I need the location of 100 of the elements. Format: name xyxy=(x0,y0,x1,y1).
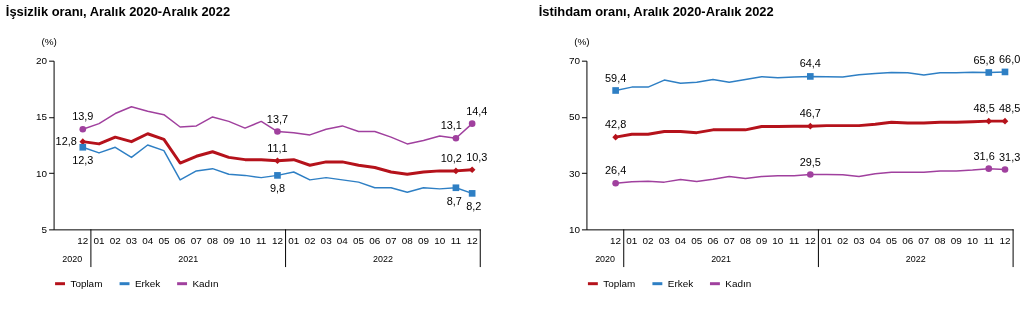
legend-label: Erkek xyxy=(667,277,694,289)
data-label: 12,8 xyxy=(55,134,77,147)
y-tick-label: 50 xyxy=(568,111,581,123)
x-tick-label: 07 xyxy=(723,235,736,247)
x-tick-label: 12 xyxy=(999,235,1011,247)
x-tick-label: 12 xyxy=(466,235,479,247)
x-tick-label: 12 xyxy=(804,235,817,247)
x-tick-label: 09 xyxy=(950,235,963,247)
x-tick-label: 10 xyxy=(434,235,446,247)
x-tick-label: 10 xyxy=(239,235,252,247)
point xyxy=(1001,117,1009,125)
data-label: 29,5 xyxy=(799,155,821,168)
x-tick-label: 11 xyxy=(788,235,800,247)
text: 2020 xyxy=(595,254,616,265)
x-tick-label: 01 xyxy=(626,235,638,247)
data-label: 59,4 xyxy=(605,71,627,84)
data-label: 48,5 xyxy=(999,102,1021,115)
x-tick-label: 07 xyxy=(190,235,203,247)
legend-label: Erkek xyxy=(134,277,161,289)
chart-title: İstihdam oranı, Aralık 2020-Aralık 2022 xyxy=(538,4,774,20)
data-label: 65,8 xyxy=(973,53,995,66)
point xyxy=(468,190,476,197)
y-tick-label: 20 xyxy=(36,55,48,67)
text: 2021 xyxy=(711,254,732,265)
x-tick-label: 09 xyxy=(756,235,768,247)
x-tick-label: 04 xyxy=(142,235,154,247)
x-tick-label: 03 xyxy=(658,235,671,247)
x-tick-label: 02 xyxy=(837,235,849,247)
point xyxy=(468,120,476,127)
y-tick-label: 10 xyxy=(36,167,48,179)
legend-label: Toplam xyxy=(603,277,636,289)
data-label: 31,6 xyxy=(973,149,995,162)
point xyxy=(274,128,281,135)
data-label: 13,1 xyxy=(440,119,462,132)
x-tick-label: 06 xyxy=(707,235,719,247)
x-tick-label: 02 xyxy=(642,235,655,247)
x-tick-label: 05 xyxy=(691,235,703,247)
point xyxy=(79,125,87,133)
text: 2021 xyxy=(178,254,199,265)
data-label: 13,9 xyxy=(72,110,94,123)
text: 2022 xyxy=(372,254,393,265)
x-tick-label: 10 xyxy=(967,235,979,247)
point xyxy=(985,117,993,125)
x-tick-label: 11 xyxy=(983,235,995,247)
x-tick-label: 09 xyxy=(223,235,235,247)
x-tick-label: 10 xyxy=(772,235,784,247)
data-label: 66,0 xyxy=(999,53,1021,65)
point xyxy=(1001,166,1009,173)
x-tick-label: 03 xyxy=(320,235,333,247)
point xyxy=(806,171,814,178)
x-tick-label: 08 xyxy=(934,235,947,247)
point xyxy=(452,134,460,142)
point xyxy=(79,143,87,151)
x-tick-label: 08 xyxy=(739,235,752,247)
point xyxy=(274,172,281,179)
text: 2020 xyxy=(62,254,83,265)
x-tick-label: 12 xyxy=(271,235,284,247)
point xyxy=(985,165,993,172)
x-tick-label: 03 xyxy=(125,235,138,247)
legend-label: Kadın xyxy=(725,277,752,289)
x-tick-label: 08 xyxy=(207,235,219,247)
point xyxy=(806,73,814,80)
x-tick-label: 03 xyxy=(853,235,865,247)
x-tick-label: 05 xyxy=(158,235,170,247)
x-tick-label: 04 xyxy=(675,235,687,247)
x-tick-label: 09 xyxy=(417,235,430,247)
data-label: 8,2 xyxy=(466,200,482,213)
x-tick-label: 12 xyxy=(610,235,622,247)
chart-title: İşsizlik oranı, Aralık 2020-Aralık 2022 xyxy=(5,4,231,20)
data-label: 48,5 xyxy=(973,102,995,115)
x-tick-label: 06 xyxy=(174,235,187,247)
data-label: 42,8 xyxy=(605,118,627,131)
data-label: 12,3 xyxy=(72,154,94,167)
x-tick-label: 07 xyxy=(918,235,930,247)
point xyxy=(612,179,619,187)
y-tick-label: 70 xyxy=(568,55,581,67)
x-tick-label: 07 xyxy=(385,235,398,247)
x-tick-label: 01 xyxy=(288,235,300,247)
x-tick-label: 11 xyxy=(450,235,462,247)
point xyxy=(612,87,619,94)
data-label: 46,7 xyxy=(799,107,821,120)
data-label: 10,2 xyxy=(440,151,462,164)
data-label: 14,4 xyxy=(466,104,488,117)
point xyxy=(468,166,476,174)
point xyxy=(985,69,993,76)
x-tick-label: 12 xyxy=(77,235,89,247)
x-tick-label: 02 xyxy=(109,235,122,247)
x-tick-label: 01 xyxy=(93,235,105,247)
x-tick-label: 04 xyxy=(336,235,349,247)
point xyxy=(274,157,281,165)
y-tick-label: 10 xyxy=(568,223,581,235)
point xyxy=(452,184,460,192)
data-label: 10,3 xyxy=(466,150,488,163)
data-label: 8,7 xyxy=(446,194,462,207)
y-axis-title: (%) xyxy=(574,36,590,48)
x-tick-label: 08 xyxy=(401,235,414,247)
data-label: 9,8 xyxy=(269,182,286,195)
point xyxy=(79,138,87,145)
data-label: 31,3 xyxy=(999,150,1021,163)
y-tick-label: 15 xyxy=(36,111,48,123)
